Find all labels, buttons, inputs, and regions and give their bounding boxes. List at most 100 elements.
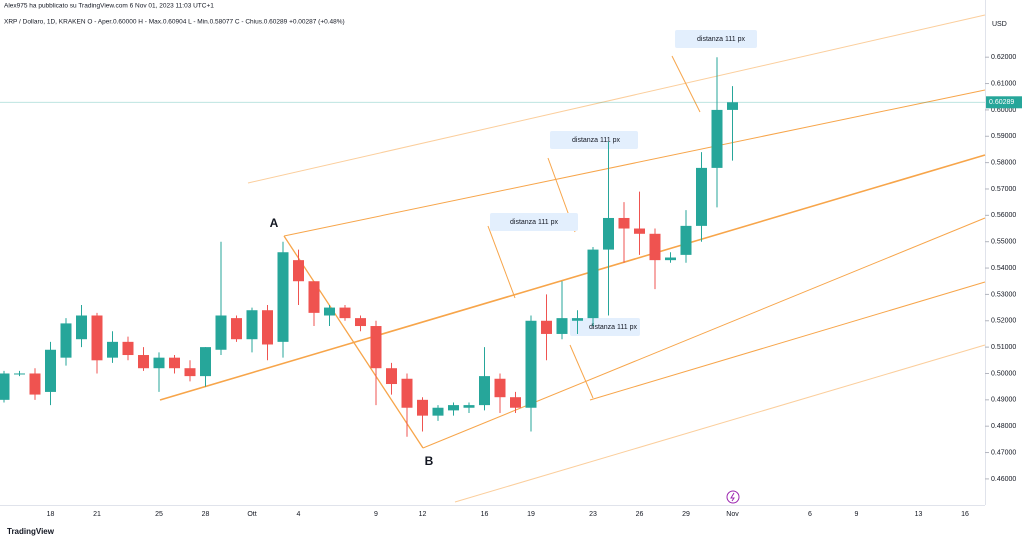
candle-body bbox=[293, 260, 304, 282]
candle-body bbox=[122, 341, 134, 356]
x-tick-label: 23 bbox=[589, 511, 597, 518]
distance-label: distanza 111 px bbox=[572, 137, 620, 144]
candle-body bbox=[572, 318, 583, 321]
candle-body bbox=[76, 315, 87, 340]
candle-body bbox=[510, 397, 521, 408]
y-tick-label: 0.54000 bbox=[991, 265, 1016, 272]
candle-body bbox=[432, 407, 444, 416]
label-box bbox=[550, 131, 638, 149]
candle-body bbox=[696, 167, 707, 226]
x-tick-label: Nov bbox=[726, 511, 739, 518]
candle-body bbox=[277, 252, 289, 342]
swing-line bbox=[283, 235, 424, 449]
candle-body bbox=[603, 217, 614, 250]
y-tick-label: 0.55000 bbox=[991, 239, 1016, 246]
candles bbox=[0, 57, 738, 437]
candle-body bbox=[14, 373, 25, 375]
currency: USD bbox=[992, 21, 1007, 28]
candle-body bbox=[153, 357, 165, 369]
candle-body bbox=[339, 307, 351, 319]
candle-body bbox=[649, 233, 661, 261]
candle-body bbox=[494, 378, 506, 398]
candle-body bbox=[401, 378, 413, 408]
x-tick-label: Ott bbox=[247, 511, 256, 518]
channel-line bbox=[454, 344, 986, 503]
candle-body bbox=[184, 368, 196, 377]
legend: XRP / Dollaro, 1D, KRAKEN O - Aper.0.600… bbox=[4, 19, 345, 26]
y-tick-label: 0.56000 bbox=[991, 212, 1016, 219]
x-tick-label: 29 bbox=[682, 511, 690, 518]
y-tick-label: 0.52000 bbox=[991, 318, 1016, 325]
x-tick-label: 28 bbox=[202, 511, 210, 518]
y-tick-label: 0.49000 bbox=[991, 397, 1016, 404]
point-a: A bbox=[270, 216, 279, 230]
label-box bbox=[675, 30, 757, 48]
x-tick-label: 12 bbox=[419, 511, 427, 518]
candle-body bbox=[525, 320, 537, 408]
y-tick-label: 0.51000 bbox=[991, 344, 1016, 351]
candle-body bbox=[107, 341, 118, 358]
candle-body bbox=[463, 405, 475, 408]
candle-body bbox=[91, 315, 103, 361]
candle-body bbox=[45, 349, 56, 392]
y-tick-label: 0.58000 bbox=[991, 159, 1016, 166]
candle-body bbox=[665, 257, 676, 261]
candle-body bbox=[246, 310, 258, 340]
distance-arrow bbox=[487, 225, 516, 299]
x-tick-label: 25 bbox=[155, 511, 163, 518]
candle-body bbox=[479, 376, 490, 406]
y-tick-label: 0.61000 bbox=[991, 80, 1016, 87]
point-b: B bbox=[425, 454, 434, 468]
distance-arrow bbox=[671, 55, 701, 113]
candle-body bbox=[541, 320, 552, 334]
last-price-label: 0.60289 bbox=[989, 99, 1014, 106]
y-tick-label: 0.53000 bbox=[991, 291, 1016, 298]
x-tick-label: 6 bbox=[808, 511, 812, 518]
x-tick-label: 16 bbox=[961, 511, 969, 518]
publisher: Alex975 ha pubblicato su TradingView.com… bbox=[4, 3, 214, 10]
x-tick-label: 16 bbox=[481, 511, 489, 518]
candle-body bbox=[618, 217, 630, 229]
channel-line bbox=[589, 281, 986, 401]
x-tick-label: 9 bbox=[855, 511, 859, 518]
candle-body bbox=[324, 307, 335, 316]
distance-labels: distanza 111 px distanza 111 px distanza… bbox=[490, 30, 757, 336]
candle-body bbox=[448, 405, 459, 411]
candle-body bbox=[556, 318, 568, 334]
x-tick-label: 26 bbox=[636, 511, 644, 518]
last-price-box bbox=[986, 96, 1022, 109]
candle-body bbox=[727, 102, 738, 110]
label-box bbox=[570, 318, 640, 336]
y-tick-label: 0.60000 bbox=[991, 107, 1016, 114]
y-tick-label: 0.50000 bbox=[991, 370, 1016, 377]
event-bolt bbox=[730, 492, 735, 502]
candle-body bbox=[138, 355, 149, 369]
candle-body bbox=[386, 368, 397, 385]
event-icon[interactable] bbox=[726, 490, 740, 504]
footer-logo: TradingView bbox=[7, 527, 55, 536]
candle-body bbox=[370, 326, 382, 369]
x-tick-label: 9 bbox=[374, 511, 378, 518]
candle-body bbox=[680, 225, 692, 255]
candle-body bbox=[711, 109, 723, 168]
candle-body bbox=[200, 347, 211, 377]
y-tick-label: 0.47000 bbox=[991, 449, 1016, 456]
y-tick-label: 0.62000 bbox=[991, 54, 1016, 61]
candle-body bbox=[355, 318, 366, 327]
x-tick-label: 4 bbox=[297, 511, 301, 518]
channel-line bbox=[247, 14, 986, 184]
label-box bbox=[490, 213, 578, 231]
y-tick-label: 0.48000 bbox=[991, 423, 1016, 430]
y-tick-label: 0.59000 bbox=[991, 133, 1016, 140]
distance-label: distanza 111 px bbox=[510, 219, 558, 226]
x-tick-label: 18 bbox=[47, 511, 55, 518]
channel-line bbox=[283, 89, 986, 237]
candle-body bbox=[60, 323, 72, 358]
candle-body bbox=[634, 228, 645, 234]
candle-body bbox=[231, 318, 242, 340]
candle-body bbox=[169, 357, 180, 369]
candle-body bbox=[417, 399, 428, 416]
x-tick-label: 13 bbox=[915, 511, 923, 518]
